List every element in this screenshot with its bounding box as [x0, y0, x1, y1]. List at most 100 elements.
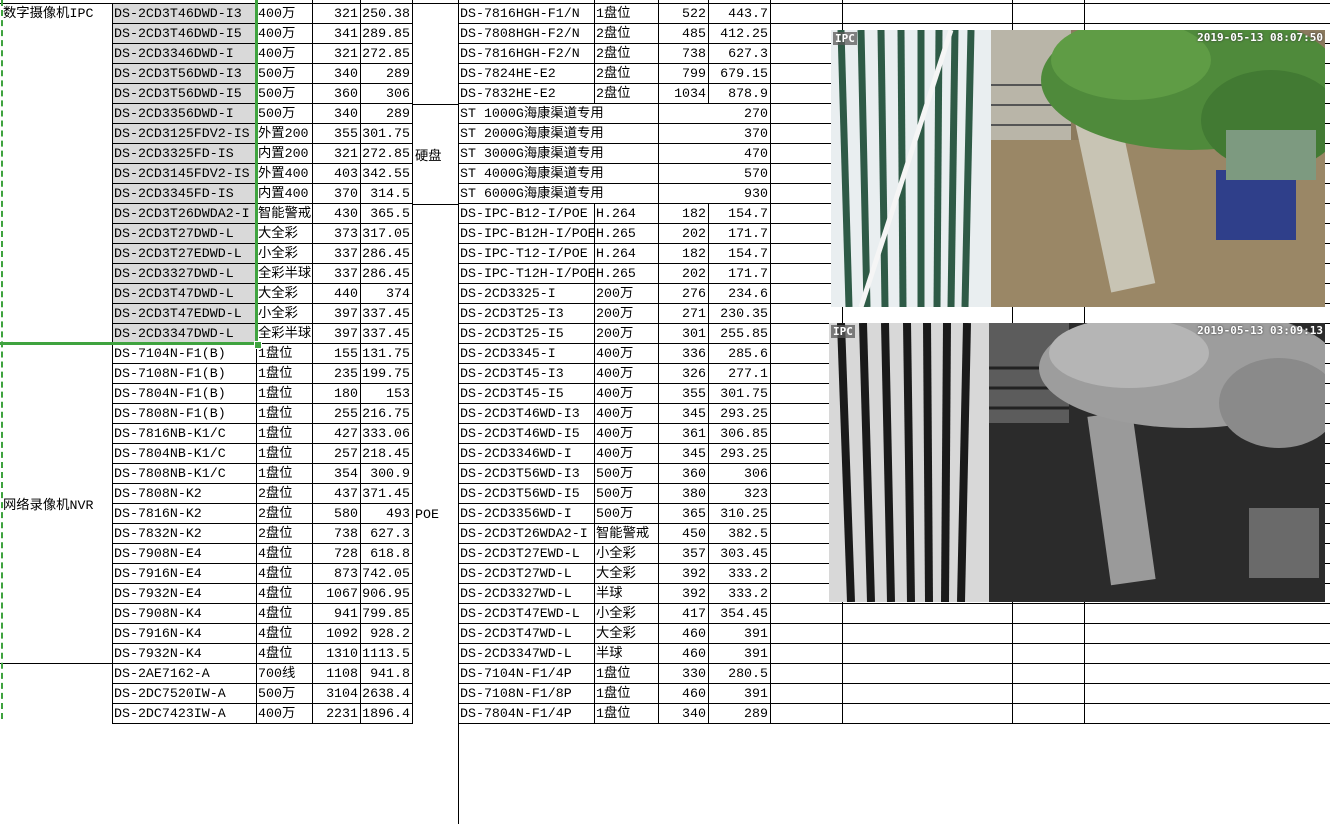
left-dealer-price-cell[interactable]: 374 [360, 284, 413, 304]
empty-cell[interactable] [1012, 304, 1085, 324]
right-dealer-price-cell[interactable]: 154.7 [708, 204, 771, 224]
left-spec-cell[interactable]: 智能警戒 [256, 204, 313, 224]
right-dealer-price-cell[interactable]: 293.25 [708, 444, 771, 464]
group-cell-nvr[interactable]: 网络录像机NVR [0, 344, 113, 664]
right-price-cell[interactable]: 355 [658, 384, 709, 404]
empty-cell[interactable] [770, 704, 843, 724]
left-dealer-price-cell[interactable]: 1896.4 [360, 704, 413, 724]
left-model-cell[interactable]: DS-2CD3T47DWD-L [112, 284, 257, 304]
right-dealer-price-cell[interactable]: 285.6 [708, 344, 771, 364]
empty-cell[interactable] [1084, 644, 1330, 664]
left-spec-cell[interactable]: 4盘位 [256, 604, 313, 624]
right-price-cell[interactable]: 345 [658, 444, 709, 464]
group-cell-lower[interactable] [0, 664, 113, 724]
left-price-cell[interactable]: 2231 [312, 704, 361, 724]
left-dealer-price-cell[interactable]: 286.45 [360, 264, 413, 284]
right-spec-cell[interactable]: 小全彩 [594, 544, 659, 564]
right-spec-cell[interactable]: 400万 [594, 364, 659, 384]
empty-cell[interactable] [770, 304, 843, 324]
left-model-cell[interactable]: DS-2CD3T56DWD-I5 [112, 84, 257, 104]
right-spec-cell[interactable]: 小全彩 [594, 604, 659, 624]
right-dealer-price-cell[interactable]: 277.1 [708, 364, 771, 384]
left-price-cell[interactable]: 321 [312, 4, 361, 24]
empty-cell[interactable] [770, 4, 843, 24]
right-price-cell[interactable]: 202 [658, 224, 709, 244]
right-spec-cell[interactable]: H.265 [594, 264, 659, 284]
left-model-cell[interactable]: DS-2CD3356DWD-I [112, 104, 257, 124]
left-model-cell[interactable]: DS-7916N-E4 [112, 564, 257, 584]
left-spec-cell[interactable]: 700线 [256, 664, 313, 684]
right-spec-cell[interactable]: 1盘位 [594, 684, 659, 704]
left-dealer-price-cell[interactable]: 799.85 [360, 604, 413, 624]
left-spec-cell[interactable]: 小全彩 [256, 244, 313, 264]
right-spec-cell[interactable]: 400万 [594, 384, 659, 404]
right-dealer-price-cell[interactable]: 293.25 [708, 404, 771, 424]
left-spec-cell[interactable]: 500万 [256, 684, 313, 704]
right-model-cell[interactable]: DS-7832HE-E2 [458, 84, 595, 104]
hdd-price-cell[interactable]: 270 [658, 104, 771, 124]
right-model-cell[interactable]: DS-2CD3T47EWD-L [458, 604, 595, 624]
right-model-cell[interactable]: DS-2CD3T25-I3 [458, 304, 595, 324]
right-model-cell[interactable]: DS-2CD3T46WD-I3 [458, 404, 595, 424]
right-spec-cell[interactable]: 400万 [594, 424, 659, 444]
right-dealer-price-cell[interactable]: 234.6 [708, 284, 771, 304]
left-price-cell[interactable]: 437 [312, 484, 361, 504]
left-price-cell[interactable]: 257 [312, 444, 361, 464]
right-price-cell[interactable]: 182 [658, 204, 709, 224]
left-price-cell[interactable]: 373 [312, 224, 361, 244]
empty-cell[interactable] [1084, 584, 1330, 604]
left-spec-cell[interactable]: 4盘位 [256, 564, 313, 584]
left-dealer-price-cell[interactable]: 289 [360, 104, 413, 124]
left-model-cell[interactable]: DS-2CD3T46DWD-I3 [112, 4, 257, 24]
left-model-cell[interactable]: DS-2DC7423IW-A [112, 704, 257, 724]
hdd-model-cell[interactable]: ST 3000G海康渠道专用 [458, 144, 659, 164]
right-price-cell[interactable]: 276 [658, 284, 709, 304]
left-spec-cell[interactable]: 1盘位 [256, 344, 313, 364]
right-spec-cell[interactable]: H.265 [594, 224, 659, 244]
right-dealer-price-cell[interactable]: 301.75 [708, 384, 771, 404]
right-spec-cell[interactable]: 智能警戒 [594, 524, 659, 544]
left-price-cell[interactable]: 728 [312, 544, 361, 564]
right-dealer-price-cell[interactable]: 627.3 [708, 44, 771, 64]
left-spec-cell[interactable]: 1盘位 [256, 384, 313, 404]
right-model-cell[interactable]: DS-2CD3T25-I5 [458, 324, 595, 344]
left-price-cell[interactable]: 235 [312, 364, 361, 384]
left-dealer-price-cell[interactable]: 742.05 [360, 564, 413, 584]
empty-cell[interactable] [770, 644, 843, 664]
left-spec-cell[interactable]: 500万 [256, 64, 313, 84]
left-price-cell[interactable]: 397 [312, 304, 361, 324]
left-spec-cell[interactable]: 外置200 [256, 124, 313, 144]
right-model-cell[interactable]: DS-2CD3T27WD-L [458, 564, 595, 584]
right-price-cell[interactable]: 392 [658, 564, 709, 584]
right-price-cell[interactable]: 522 [658, 4, 709, 24]
right-price-cell[interactable]: 460 [658, 644, 709, 664]
hdd-model-cell[interactable]: ST 2000G海康渠道专用 [458, 124, 659, 144]
empty-cell[interactable] [842, 684, 1013, 704]
left-model-cell[interactable]: DS-7804N-F1(B) [112, 384, 257, 404]
left-spec-cell[interactable]: 内置400 [256, 184, 313, 204]
right-price-cell[interactable]: 182 [658, 244, 709, 264]
left-price-cell[interactable]: 340 [312, 64, 361, 84]
left-dealer-price-cell[interactable]: 2638.4 [360, 684, 413, 704]
right-model-cell[interactable]: DS-2CD3T46WD-I5 [458, 424, 595, 444]
hdd-price-cell[interactable]: 570 [658, 164, 771, 184]
hdd-price-cell[interactable]: 930 [658, 184, 771, 204]
right-spec-cell[interactable]: 2盘位 [594, 44, 659, 64]
left-model-cell[interactable]: DS-7104N-F1(B) [112, 344, 257, 364]
right-model-cell[interactable]: DS-2CD3325-I [458, 284, 595, 304]
left-price-cell[interactable]: 430 [312, 204, 361, 224]
right-dealer-price-cell[interactable]: 306 [708, 464, 771, 484]
left-spec-cell[interactable]: 大全彩 [256, 284, 313, 304]
right-dealer-price-cell[interactable]: 310.25 [708, 504, 771, 524]
right-dealer-price-cell[interactable]: 679.15 [708, 64, 771, 84]
left-model-cell[interactable]: DS-2CD3T46DWD-I5 [112, 24, 257, 44]
group-cell-hdd[interactable]: 硬盘 [412, 104, 459, 205]
left-dealer-price-cell[interactable]: 306 [360, 84, 413, 104]
right-dealer-price-cell[interactable]: 391 [708, 644, 771, 664]
right-price-cell[interactable]: 460 [658, 624, 709, 644]
left-spec-cell[interactable]: 2盘位 [256, 524, 313, 544]
hdd-model-cell[interactable]: ST 6000G海康渠道专用 [458, 184, 659, 204]
empty-cell[interactable] [1084, 604, 1330, 624]
right-spec-cell[interactable]: 大全彩 [594, 624, 659, 644]
right-spec-cell[interactable]: 400万 [594, 344, 659, 364]
